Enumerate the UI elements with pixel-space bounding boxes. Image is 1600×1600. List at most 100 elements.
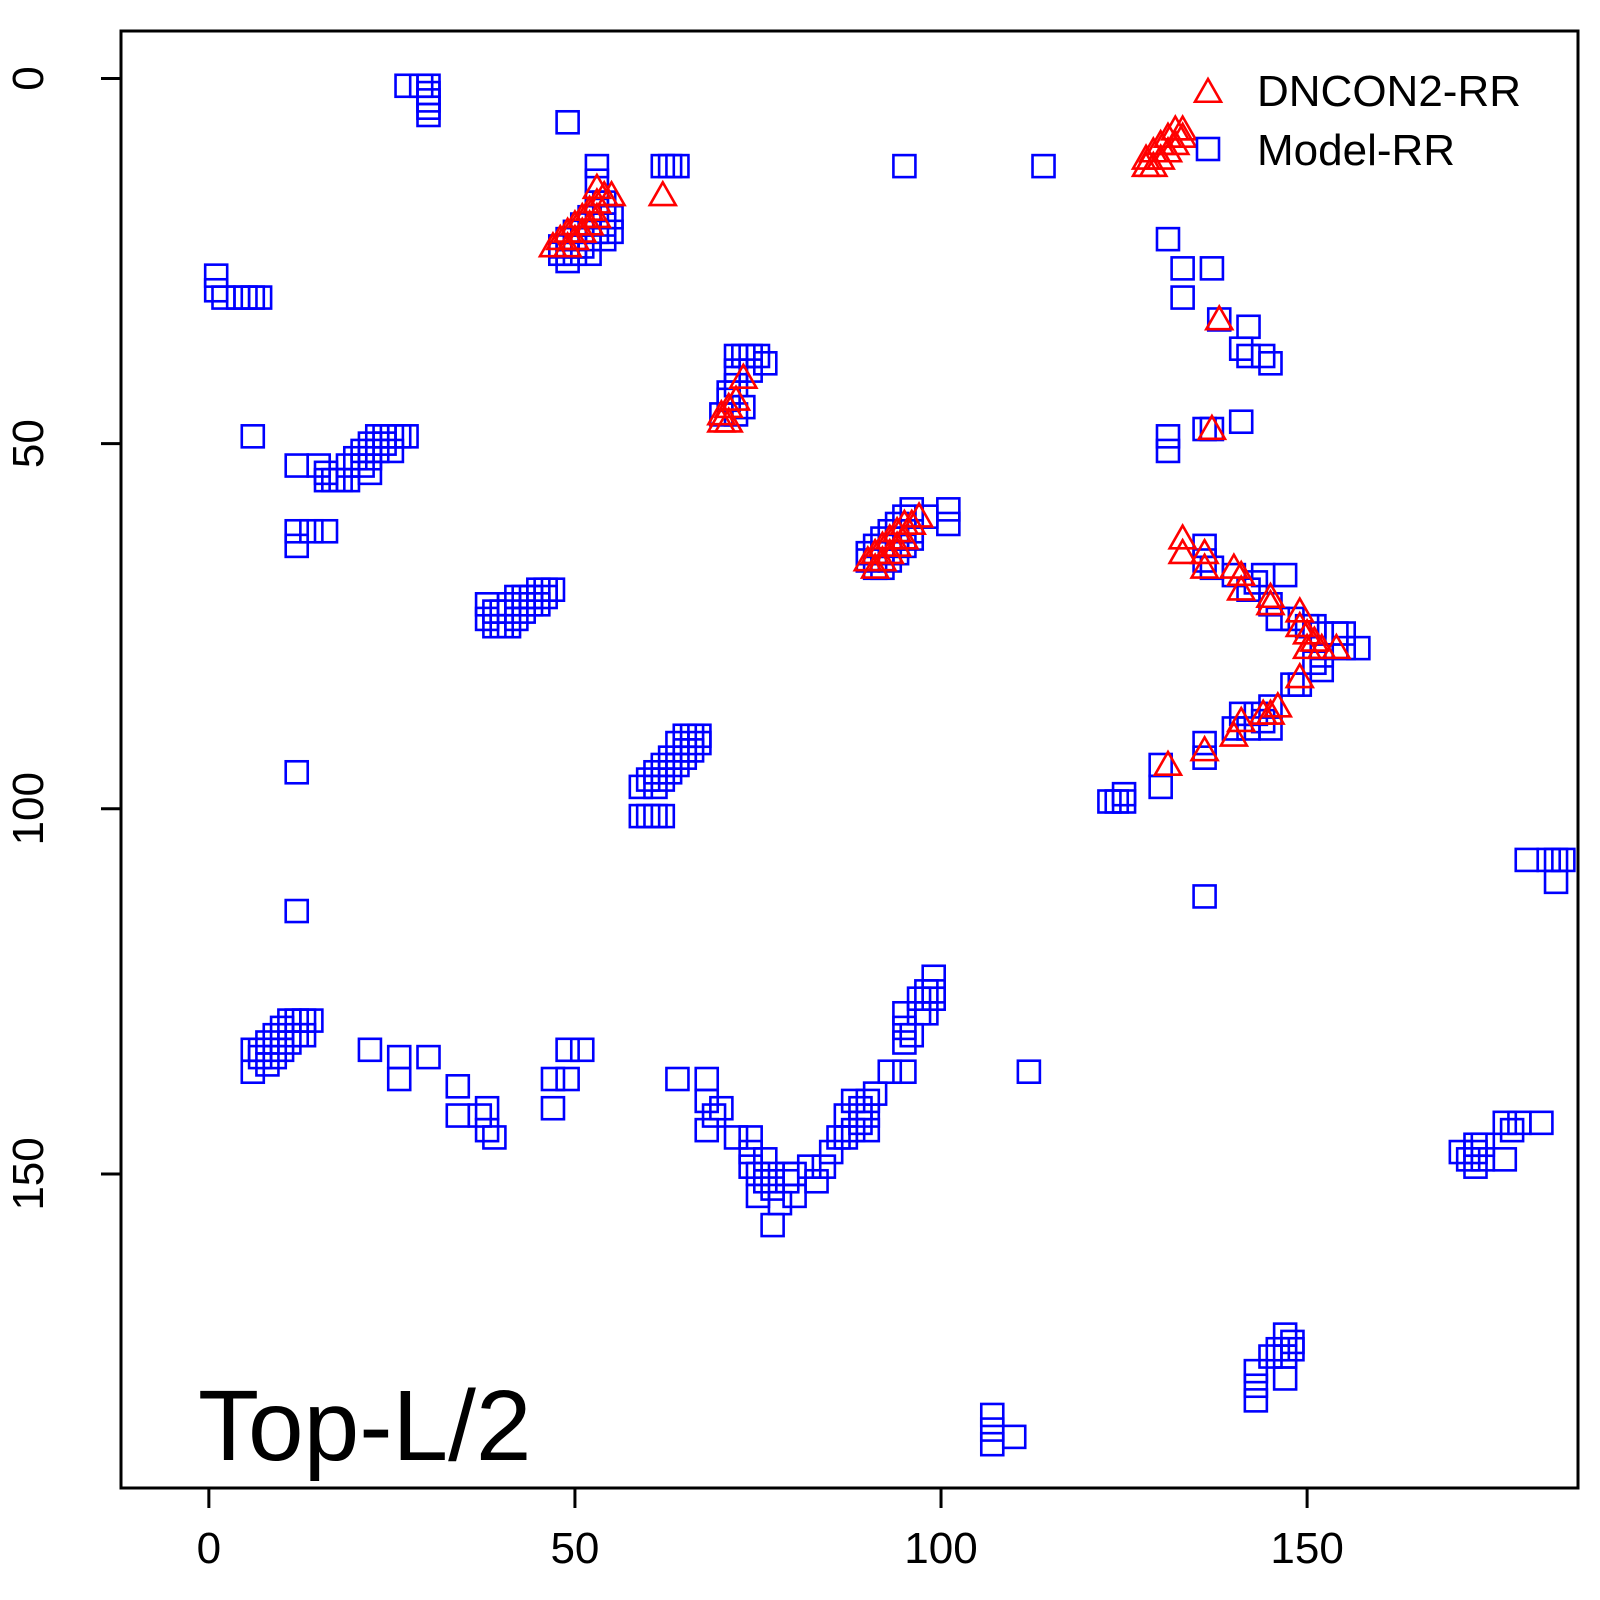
square-point — [555, 1066, 580, 1092]
triangle-point — [574, 194, 605, 221]
triangle-point — [1284, 610, 1316, 638]
triangle-point — [1189, 552, 1220, 579]
triangle-point — [1196, 413, 1228, 441]
square-point — [482, 613, 507, 639]
triangle-point — [859, 537, 891, 565]
triangle-point — [1218, 552, 1250, 579]
square-point — [892, 1015, 917, 1041]
square-point — [240, 424, 266, 449]
square-point — [1221, 716, 1247, 741]
triangle-point — [1284, 595, 1316, 623]
square-point — [1529, 1110, 1554, 1136]
square-point — [1001, 1424, 1027, 1450]
square-point — [467, 1103, 493, 1128]
square-point — [1016, 1059, 1042, 1085]
data-marks — [203, 73, 1576, 1457]
square-point — [240, 1059, 266, 1085]
triangle-point — [720, 384, 752, 411]
panel-label: Top-L/2 — [198, 1370, 532, 1482]
triangle-point — [567, 201, 598, 229]
y-tick-label: 50 — [4, 419, 53, 468]
triangle-point — [713, 406, 744, 433]
square-point — [255, 1052, 280, 1077]
triangle-point — [1152, 121, 1184, 148]
square-point — [1499, 1117, 1525, 1143]
square-point — [372, 431, 397, 456]
square-point — [1228, 409, 1254, 435]
square-point — [892, 153, 917, 179]
legend: DNCON2-RR Model-RR — [1192, 67, 1521, 175]
triangle-point — [1291, 632, 1323, 660]
triangle-point — [1145, 128, 1176, 156]
square-point — [1250, 343, 1276, 369]
square-point — [1192, 730, 1217, 756]
triangle-point — [1138, 150, 1169, 178]
square-point — [269, 1037, 295, 1063]
square-point — [262, 1044, 288, 1070]
triangle-point — [859, 552, 891, 579]
triangle-point — [1225, 705, 1257, 733]
square-point — [679, 738, 705, 763]
triangle-point — [596, 179, 627, 207]
y-tick-label: 150 — [4, 1137, 53, 1210]
triangle-point — [1299, 625, 1330, 652]
square-point — [848, 1110, 873, 1136]
triangle-point — [1225, 559, 1257, 587]
triangle-point — [889, 522, 920, 550]
triangle-point — [1167, 522, 1198, 550]
triangle-point — [1167, 121, 1198, 148]
y-tick-label: 0 — [4, 66, 53, 90]
square-point — [379, 438, 405, 464]
x-tick-label: 150 — [1270, 1524, 1343, 1573]
square-point — [482, 1125, 507, 1150]
square-point — [569, 1037, 595, 1063]
legend-square-marker — [1195, 136, 1221, 162]
triangle-point — [1152, 749, 1184, 777]
square-point — [247, 285, 273, 310]
square-point — [665, 153, 690, 179]
triangle-point — [1291, 617, 1323, 645]
x-tick-label: 50 — [550, 1524, 599, 1573]
square-point — [694, 1088, 720, 1114]
triangle-point — [728, 362, 759, 389]
triangle-point — [1255, 581, 1286, 609]
square-point — [496, 613, 522, 639]
triangle-point — [559, 223, 591, 251]
series-triangle-group — [537, 113, 1352, 777]
triangle-point — [852, 544, 884, 572]
square-point — [284, 898, 310, 924]
square-point — [1265, 1336, 1291, 1362]
triangle-point — [874, 522, 906, 550]
triangle-point — [1284, 661, 1316, 689]
triangle-point — [706, 398, 737, 426]
triangle-point — [1145, 143, 1176, 170]
square-point — [284, 518, 310, 544]
x-tick-label: 100 — [904, 1524, 977, 1573]
square-point — [284, 533, 310, 559]
square-point — [665, 752, 690, 778]
triangle-point — [1247, 698, 1279, 725]
triangle-point — [1306, 632, 1337, 660]
square-point — [818, 1139, 844, 1165]
square-point — [1170, 256, 1195, 281]
square-point — [745, 343, 771, 369]
triangle-point — [1130, 143, 1162, 170]
square-point — [643, 774, 668, 800]
square-point — [357, 460, 383, 486]
square-point — [709, 1095, 734, 1121]
square-point — [533, 584, 558, 610]
triangle-point — [1167, 537, 1198, 565]
triangle-point — [1167, 113, 1198, 141]
square-point — [1272, 562, 1298, 588]
square-point — [672, 745, 698, 770]
square-point — [1155, 226, 1181, 252]
triangle-point — [1218, 720, 1250, 747]
square-point — [306, 453, 331, 478]
square-point — [804, 1168, 829, 1194]
square-point — [1346, 635, 1371, 661]
triangle-point — [552, 216, 583, 243]
square-point — [1170, 285, 1195, 310]
square-point — [694, 1117, 720, 1143]
square-point — [1199, 256, 1225, 281]
square-point — [892, 1059, 917, 1085]
